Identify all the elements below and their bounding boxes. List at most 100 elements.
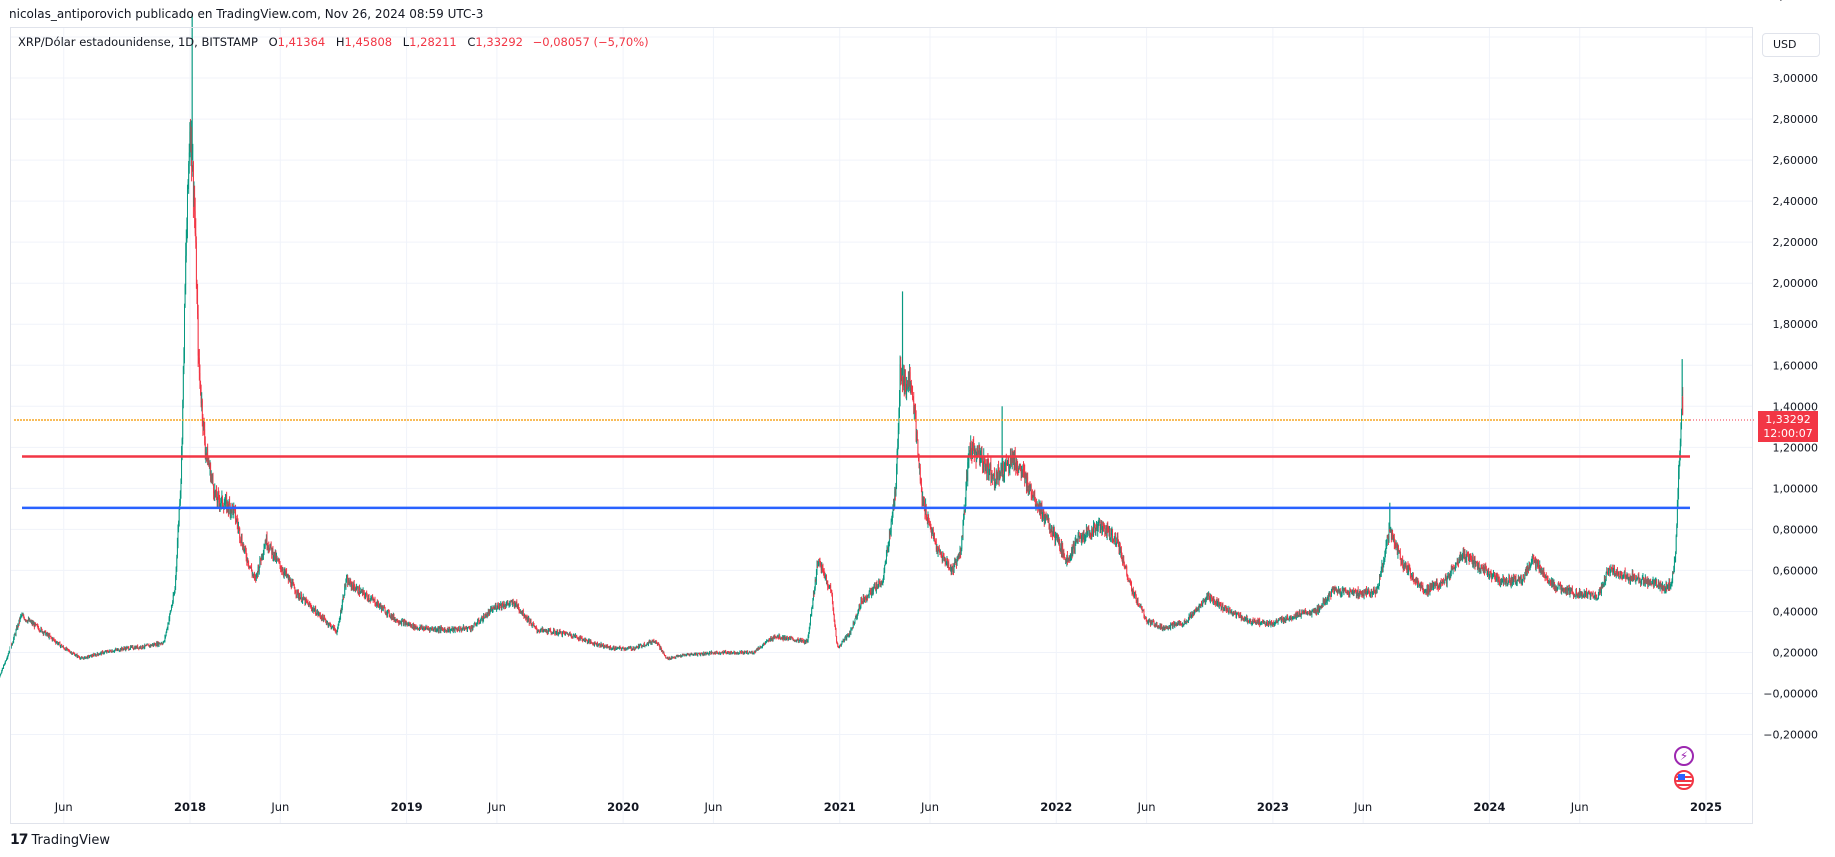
candle-body [987,458,989,467]
candle-body [13,638,15,642]
candle-body [1278,618,1280,621]
candle-body [581,637,583,640]
candle-body [1209,599,1211,602]
candle-body [582,639,584,641]
candle-body [1299,611,1301,615]
candle-body [1058,541,1060,544]
candle-body [76,654,78,657]
candle-body [408,623,410,625]
candle-body [686,654,688,656]
candle-body [978,453,979,455]
candle-body [884,565,886,572]
candle-body [330,624,332,629]
x-tick-label: 2022 [1040,800,1072,814]
candle-body [719,653,721,655]
candle-body [168,622,169,624]
candle-body [817,564,819,567]
candle-body [0,673,2,674]
candle-body [1369,594,1371,595]
candle-body [265,536,267,544]
candle-body [565,632,566,635]
candle-body [627,647,629,649]
candle-body [984,459,986,470]
candle-body [274,552,276,559]
candle-body [117,648,119,650]
candle-body [356,586,358,588]
candle-body [1128,580,1129,582]
candle-body [982,465,984,468]
candle-body [1323,600,1325,604]
candle-body [1199,604,1201,606]
candle-body [769,639,770,640]
candle-body [914,406,916,412]
candle-body [44,631,45,633]
x-tick-label: 2018 [174,800,206,814]
candle-body [1284,619,1286,622]
x-tick-label: 2019 [391,800,423,814]
candle-body [992,474,994,480]
candle-body [426,626,427,628]
candle-body [409,623,411,626]
candle-body [473,623,475,628]
candle-body [687,654,689,656]
candle-body [868,591,870,595]
candle-body [453,627,455,629]
candle-body [1133,593,1135,597]
candle-body [130,646,131,649]
candle-body [1147,621,1148,624]
candle-body [306,601,308,602]
candle-body [39,631,41,632]
candle-body [490,608,492,610]
candle-body [190,131,191,148]
candle-body [661,650,663,652]
candle-body [779,634,781,639]
candle-body [93,654,95,657]
candle-body [1152,621,1154,623]
candle-body [998,470,1000,480]
candle-body [1331,590,1332,597]
candle-body [660,646,662,649]
candle-body [411,627,413,629]
candle-body [578,638,579,640]
candle-body [695,652,697,654]
candle-body [835,629,837,637]
candle-body [880,585,881,587]
candle-body [1090,534,1092,536]
candle-body [1106,528,1107,536]
candle-body [1322,600,1324,607]
candle-body [1303,611,1304,613]
candle-body [121,647,123,649]
candle-body [738,653,740,655]
candle-body [1207,595,1208,600]
candle-body [1149,620,1151,622]
candle-body [832,595,833,603]
candle-body [317,611,319,615]
candle-body [867,595,869,598]
x-tick-label: Jun [1570,800,1589,814]
candle-body [1221,604,1223,608]
candle-body [250,567,252,569]
candle-body [461,629,463,631]
candle-body [198,357,200,374]
candle-body [159,642,160,644]
candle-body [301,594,302,602]
candle-body [1306,613,1308,615]
candle-body [173,595,175,596]
candle-body [459,627,461,631]
candle-body [101,652,102,655]
candle-body [837,647,839,648]
candle-body [34,623,36,627]
candle-body [1335,589,1337,591]
candle-body [245,547,247,552]
candle-body [366,595,368,599]
candle-body [89,655,91,657]
candle-body [500,603,502,608]
candle-body [1059,548,1061,552]
candle-body [274,552,276,559]
candle-body [296,590,298,595]
candle-body [1274,624,1275,625]
candle-body [744,651,746,654]
candle-body [439,627,441,629]
candle-body [241,537,243,546]
